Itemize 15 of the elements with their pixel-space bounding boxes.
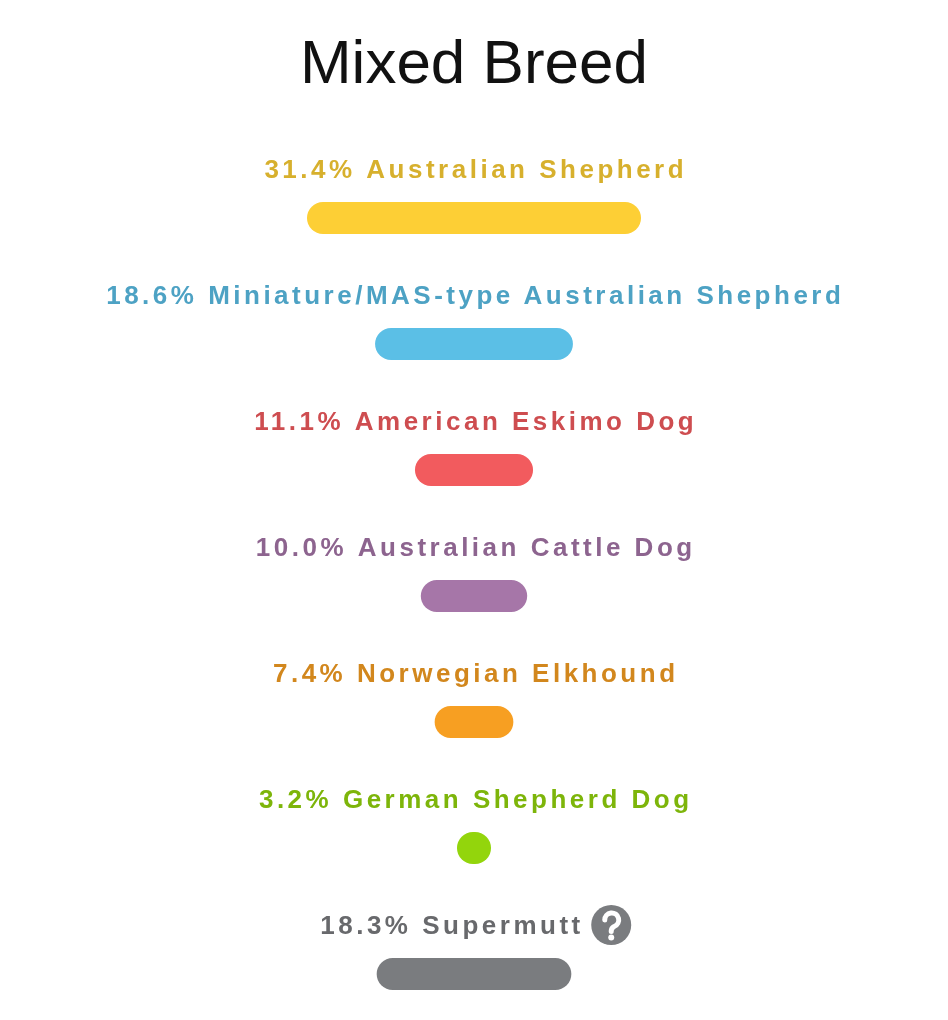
data-label: 7.4%: [272, 658, 347, 688]
category-label: German Shepherd Dog: [342, 784, 693, 814]
data-label: 31.4%: [264, 154, 356, 184]
data-label: 11.1%: [254, 406, 345, 436]
category-label: Miniature/MAS-type Australian Shepherd: [208, 280, 845, 310]
category-label: American Eskimo Dog: [354, 406, 698, 436]
category-label: Supermutt: [422, 910, 584, 940]
text: Mixed Breed: [299, 27, 649, 96]
data-label: 18.6%: [106, 280, 198, 310]
data-label: 3.2%: [258, 784, 333, 814]
category-label: Australian Shepherd: [366, 154, 688, 184]
data-label: 18.3%: [320, 910, 412, 940]
category-label: Australian Cattle Dog: [357, 532, 696, 562]
category-label: Norwegian Elkhound: [356, 658, 679, 688]
data-label: 10.0%: [255, 532, 348, 562]
